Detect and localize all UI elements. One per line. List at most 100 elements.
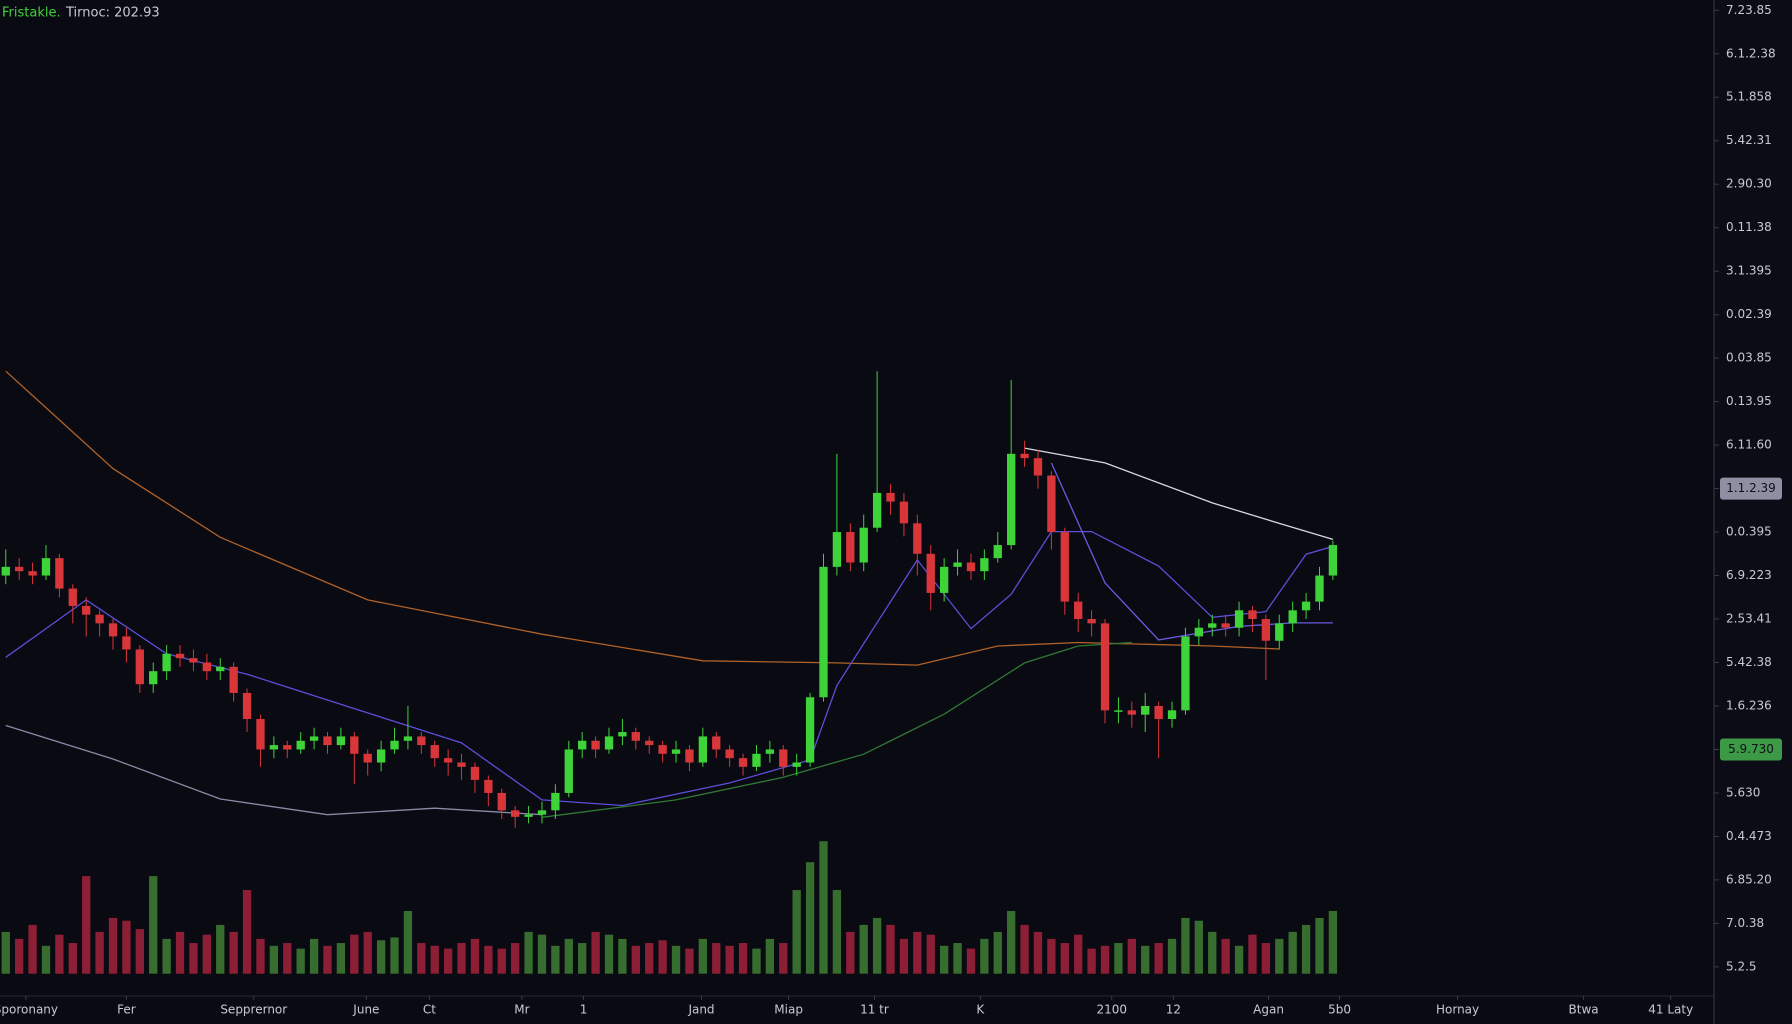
volume-bar xyxy=(28,924,37,974)
candle-body xyxy=(779,749,788,767)
volume-bar xyxy=(1127,938,1136,974)
volume-bar xyxy=(1100,945,1110,974)
x-tick-label: 41 Laty xyxy=(1648,1003,1693,1017)
candle-body xyxy=(269,745,279,750)
candle-body xyxy=(631,732,640,741)
candle-body xyxy=(1181,636,1190,711)
volume-bar xyxy=(82,876,91,974)
candle-body xyxy=(323,736,332,746)
volume-bar xyxy=(363,931,372,974)
volume-bar xyxy=(470,938,480,974)
candle-body xyxy=(1114,710,1123,712)
candle-body xyxy=(497,792,506,811)
volume-bar xyxy=(1047,938,1056,974)
volume-bar xyxy=(1033,931,1043,974)
volume-bar xyxy=(1248,934,1257,974)
volume-bar xyxy=(95,931,104,974)
candle-body xyxy=(1047,475,1056,533)
candle-body xyxy=(1020,453,1029,459)
volume-bar xyxy=(953,943,962,974)
candle-body xyxy=(886,492,895,502)
candle-body xyxy=(846,532,855,563)
volume-bar xyxy=(792,890,801,974)
x-tick-label: Miap xyxy=(774,1003,803,1017)
candle-body xyxy=(725,749,734,759)
volume-bar xyxy=(149,876,158,974)
volume-bar xyxy=(779,943,788,974)
volume-bar xyxy=(1074,934,1083,974)
candle-body xyxy=(1060,532,1069,602)
symbol-name: Fristakle. xyxy=(2,6,61,21)
candle-body xyxy=(189,658,198,663)
volume-bar xyxy=(256,938,265,974)
candle-body xyxy=(1261,619,1271,641)
volume-bar xyxy=(618,938,627,974)
candle-body xyxy=(913,523,922,554)
candle-body xyxy=(1100,623,1110,711)
volume-bar xyxy=(15,938,24,974)
indicator-line xyxy=(5,724,543,816)
volume-bar xyxy=(189,943,198,974)
volume-bar xyxy=(41,945,51,974)
x-tick-label: 1 xyxy=(580,1003,588,1017)
volume-bar xyxy=(564,938,573,974)
volume-bar xyxy=(752,948,761,974)
volume-bar xyxy=(832,890,842,974)
x-tick-label: 11 tr xyxy=(860,1003,889,1017)
y-tick-label: 0.13.95 xyxy=(1726,394,1772,408)
axis-background xyxy=(1714,0,1792,1024)
candle-body xyxy=(390,740,399,750)
candle-body xyxy=(1154,705,1163,720)
y-tick-label: 1.1.2.39 xyxy=(1726,481,1776,495)
y-tick-label: 5.630 xyxy=(1726,785,1760,799)
candle-body xyxy=(122,636,131,650)
volume-bar xyxy=(1221,938,1230,974)
candle-body xyxy=(296,740,305,750)
volume-bar xyxy=(55,934,64,974)
candle-body xyxy=(1288,610,1297,624)
candle-body xyxy=(980,558,989,572)
volume-bar xyxy=(1208,931,1217,974)
y-tick-label: 5.42.38 xyxy=(1726,655,1772,669)
volume-bar xyxy=(457,943,466,974)
candle-body xyxy=(149,671,158,685)
candle-body xyxy=(403,736,413,741)
candle-body xyxy=(564,749,573,793)
volume-bar xyxy=(551,945,560,974)
candle-body xyxy=(216,666,225,672)
x-tick-label: Fer xyxy=(117,1003,136,1017)
volume-bar xyxy=(269,945,279,974)
candle-body xyxy=(1275,623,1284,641)
volume-bar xyxy=(1288,931,1297,974)
candle-body xyxy=(470,766,480,780)
volume-bar xyxy=(1261,943,1271,974)
volume-bar xyxy=(283,943,292,974)
volume-bar xyxy=(537,934,547,974)
y-tick-label: 0.11.38 xyxy=(1726,220,1772,234)
candle-body xyxy=(229,666,238,693)
x-tick-label: Mr xyxy=(514,1003,529,1017)
volume-bar xyxy=(229,931,238,974)
candle-body xyxy=(1074,601,1083,620)
candle-body xyxy=(1315,575,1324,602)
volume-bar xyxy=(403,910,413,974)
candle-body xyxy=(1,566,10,576)
x-tick-label: Ct xyxy=(423,1003,436,1017)
volume-bar xyxy=(1194,920,1204,974)
x-tick-label: June xyxy=(352,1003,379,1017)
y-tick-label: 5.2.5 xyxy=(1726,959,1757,973)
candle-body xyxy=(175,653,185,659)
volume-bar xyxy=(216,924,225,974)
volume-bar xyxy=(658,940,667,974)
y-tick-label: 0.0.395 xyxy=(1726,525,1772,539)
candle-body xyxy=(645,740,654,746)
candle-body xyxy=(376,749,386,763)
candle-body xyxy=(363,753,372,763)
indicator-line xyxy=(5,370,1280,666)
volume-bar xyxy=(805,862,815,974)
candle-body xyxy=(604,736,614,750)
volume-bar xyxy=(1,931,10,974)
y-tick-label: 1.6.236 xyxy=(1726,698,1772,712)
